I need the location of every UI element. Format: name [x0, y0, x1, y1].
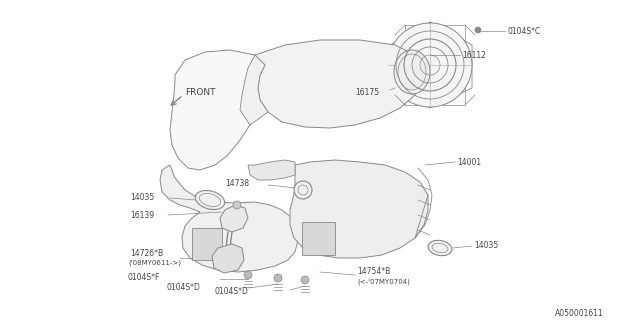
- Polygon shape: [160, 165, 298, 272]
- Text: 0104S*F: 0104S*F: [127, 274, 160, 283]
- Text: ('08MY0611->): ('08MY0611->): [128, 260, 181, 266]
- Text: 14754*B: 14754*B: [357, 268, 390, 276]
- Polygon shape: [255, 40, 425, 128]
- Text: A050001611: A050001611: [555, 309, 604, 318]
- Text: 0104S*D: 0104S*D: [166, 284, 200, 292]
- Text: 14738: 14738: [225, 179, 249, 188]
- Polygon shape: [220, 205, 248, 232]
- Text: 16112: 16112: [462, 51, 486, 60]
- Circle shape: [233, 201, 241, 209]
- Text: 14001: 14001: [457, 157, 481, 166]
- Text: 0104S*C: 0104S*C: [507, 27, 540, 36]
- Text: 14035: 14035: [130, 193, 154, 202]
- Polygon shape: [290, 160, 428, 258]
- Polygon shape: [302, 222, 335, 255]
- Ellipse shape: [428, 240, 452, 256]
- Text: 16139: 16139: [130, 211, 154, 220]
- Text: (<-'07MY0704): (<-'07MY0704): [357, 279, 410, 285]
- Text: 16175: 16175: [355, 87, 379, 97]
- Polygon shape: [192, 228, 222, 260]
- Circle shape: [301, 276, 309, 284]
- Text: 14035: 14035: [474, 242, 499, 251]
- Circle shape: [475, 27, 481, 33]
- Text: 14726*B: 14726*B: [130, 249, 163, 258]
- Circle shape: [294, 181, 312, 199]
- Circle shape: [244, 271, 252, 279]
- Text: FRONT: FRONT: [185, 87, 216, 97]
- Polygon shape: [170, 50, 275, 170]
- Text: 0104S*D: 0104S*D: [214, 286, 248, 295]
- Circle shape: [388, 23, 472, 107]
- Polygon shape: [248, 160, 295, 180]
- Ellipse shape: [195, 190, 225, 210]
- Polygon shape: [240, 55, 268, 125]
- Polygon shape: [212, 244, 244, 273]
- Ellipse shape: [394, 50, 430, 94]
- Circle shape: [274, 274, 282, 282]
